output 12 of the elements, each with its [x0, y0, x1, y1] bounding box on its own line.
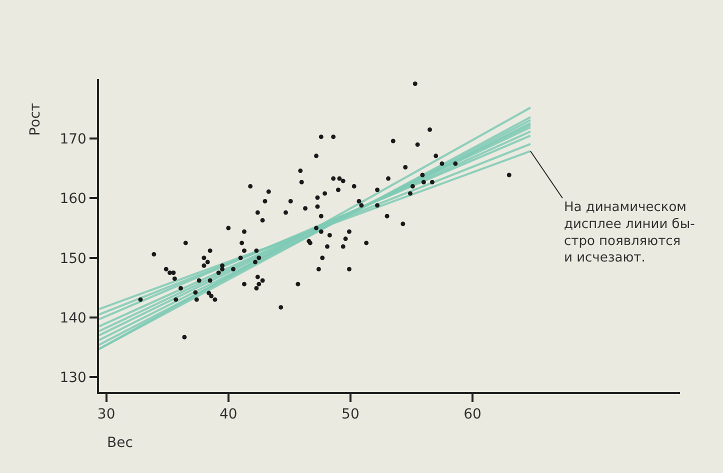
y-tick-label: 160 — [60, 191, 86, 208]
x-tick-label: 50 — [342, 406, 360, 423]
x-tick-label: 60 — [464, 406, 482, 423]
y-tick-label: 140 — [60, 310, 86, 326]
x-tick-label: 40 — [219, 406, 238, 423]
y-tick-label: 150 — [60, 250, 86, 267]
y-axis-title: Рост — [27, 102, 44, 136]
annotation: На динамическом дисплее линии бы- стро появляются и исчезают. — [564, 200, 696, 266]
y-tick-label: 130 — [60, 370, 86, 386]
x-axis-title: Вес — [107, 435, 133, 451]
y-tick-label: 170 — [60, 132, 86, 148]
x-tick-label: 30 — [97, 406, 116, 423]
